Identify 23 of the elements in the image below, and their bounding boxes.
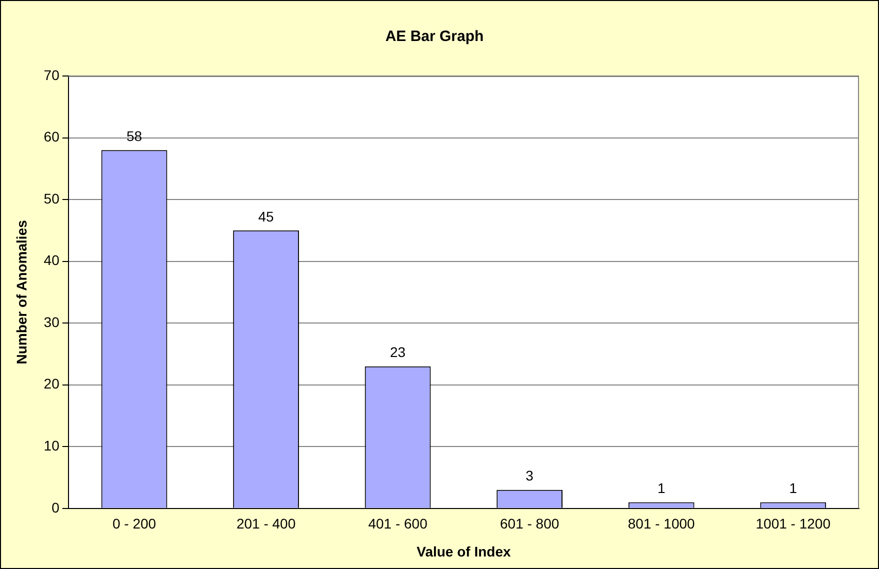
y-tick-label: 10 <box>44 437 60 454</box>
x-tick-label: 1001 - 1200 <box>756 516 831 532</box>
x-axis-title: Value of Index <box>416 543 511 560</box>
x-tick-label: 601 - 800 <box>500 516 560 532</box>
y-tick-label: 70 <box>44 66 60 83</box>
x-tick-label: 401 - 600 <box>368 516 428 532</box>
y-tick-label: 40 <box>44 252 60 268</box>
data-label: 58 <box>126 128 142 144</box>
y-tick-label: 0 <box>52 499 60 516</box>
x-tick-label: 801 - 1000 <box>628 516 696 532</box>
data-label: 1 <box>657 480 666 496</box>
y-tick-label: 20 <box>44 376 60 392</box>
y-tick-label: 30 <box>44 314 60 330</box>
data-label: 23 <box>390 344 406 360</box>
chart-title: AE Bar Graph <box>385 28 484 46</box>
x-tick-label: 201 - 400 <box>236 516 296 532</box>
y-axis-title: Number of Anomalies <box>13 220 30 364</box>
data-label: 1 <box>789 480 798 496</box>
data-label: 3 <box>526 468 534 484</box>
y-tick-label: 50 <box>44 190 60 206</box>
y-tick-label: 60 <box>44 128 60 145</box>
x-tick-label: 0 - 200 <box>112 516 156 532</box>
data-label: 45 <box>258 208 274 224</box>
